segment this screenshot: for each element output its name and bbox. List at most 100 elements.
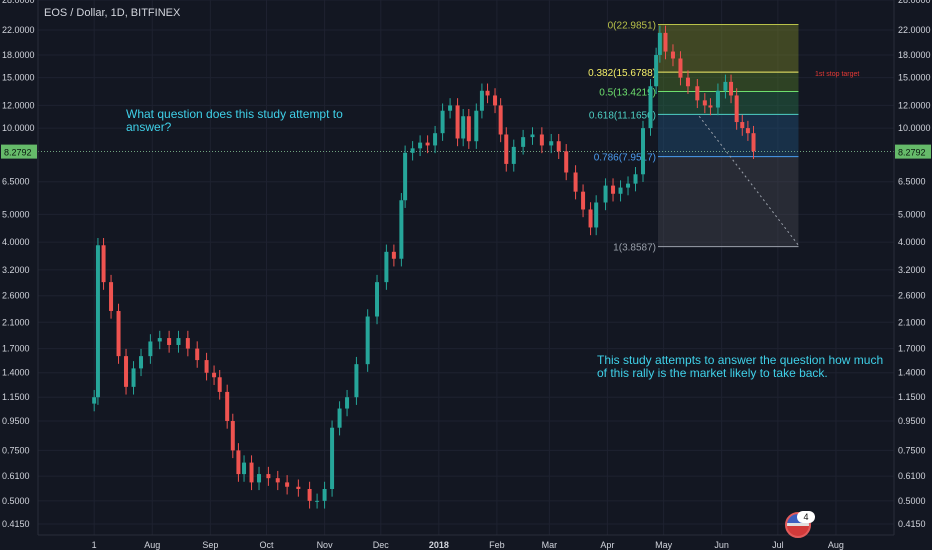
fib-level-label: 0(22.9851) <box>608 21 656 32</box>
x-tick-label: Sep <box>202 540 218 550</box>
candle-body <box>131 368 136 387</box>
fib-level-label: 0.5(13.4219) <box>599 87 656 98</box>
fib-zone <box>657 156 799 247</box>
candle-body <box>708 105 713 108</box>
candle-body <box>204 360 209 373</box>
candle-body <box>729 81 734 96</box>
y-tick-label-left: 1.7000 <box>2 344 30 354</box>
y-tick-label-left: 3.2000 <box>2 265 30 275</box>
candle-body <box>685 77 690 87</box>
candle-body <box>485 90 490 96</box>
candle-body <box>257 474 262 483</box>
x-tick-label: Apr <box>600 540 614 550</box>
candle-body <box>418 142 423 149</box>
y-tick-label-left: 15.0000 <box>2 73 35 83</box>
y-tick-label-right: 0.6100 <box>898 471 926 481</box>
y-tick-label-left: 0.4150 <box>2 519 30 529</box>
candle-body <box>493 95 498 106</box>
candle-body <box>365 316 370 365</box>
candle-body <box>176 338 181 345</box>
y-tick-label-right: 2.1000 <box>898 317 926 327</box>
candle-body <box>626 183 631 188</box>
answer-annotation: This study attempts to answer the questi… <box>597 353 884 380</box>
candle-body <box>440 110 445 134</box>
candle-body <box>212 372 217 378</box>
candle-body <box>375 282 380 317</box>
candle-body <box>448 105 453 111</box>
x-tick-label: Jun <box>714 540 729 550</box>
x-tick-label: Nov <box>317 540 334 550</box>
candle-body <box>124 356 129 387</box>
candle-body <box>603 185 608 203</box>
candle-body <box>391 251 396 259</box>
candle-body <box>410 148 415 153</box>
y-tick-label-right: 28.0000 <box>898 0 931 5</box>
candle-body <box>641 128 646 175</box>
fib-level-label: 1(3.8587) <box>613 243 656 254</box>
y-tick-label-left: 1.1500 <box>2 392 30 402</box>
x-tick-label: 2018 <box>429 540 449 550</box>
candle-body <box>315 500 320 502</box>
y-tick-label-left: 12.0000 <box>2 100 35 110</box>
candle-body <box>345 397 350 409</box>
candle-body <box>236 450 241 475</box>
candle-body <box>230 420 235 451</box>
candle-body <box>751 133 756 152</box>
candle-body <box>588 209 593 228</box>
candle-body <box>657 32 662 55</box>
current-price-label: 8.2792 <box>4 148 32 158</box>
chart-title: EOS / Dollar, 1D, BITFINEX <box>44 7 181 19</box>
x-tick-label: Feb <box>489 540 505 550</box>
current-price-tag <box>895 144 931 159</box>
candle-body <box>618 187 623 194</box>
candle-body <box>242 462 247 475</box>
y-tick-label-right: 0.5000 <box>898 496 926 506</box>
candle-body <box>337 408 342 428</box>
candle-body <box>474 110 479 142</box>
y-tick-label-left: 1.4000 <box>2 368 30 378</box>
fib-retracement: 0(22.9851) 0.382(15.6788) 0.5(13.4219) 0.61… <box>38 21 894 254</box>
y-tick-label-left: 28.0000 <box>2 0 35 5</box>
candle-body <box>633 174 638 184</box>
y-tick-label-right: 18.0000 <box>898 50 931 60</box>
candle-body <box>139 356 144 369</box>
candle-body <box>185 338 190 349</box>
candle-body <box>734 95 739 123</box>
y-tick-label-left: 2.1000 <box>2 317 30 327</box>
candle-body <box>157 338 162 342</box>
candle-body <box>498 105 503 135</box>
candle-body <box>594 202 599 228</box>
candle-body <box>116 310 121 357</box>
x-tick-label: Mar <box>542 540 558 550</box>
y-tick-label-left: 0.6100 <box>2 471 30 481</box>
trend-line <box>698 115 799 246</box>
x-tick-label: Aug <box>144 540 160 550</box>
candle-body <box>425 142 430 146</box>
candle-body <box>109 282 114 311</box>
candle-body <box>581 191 586 210</box>
candle-body <box>455 105 460 139</box>
y-tick-label-left: 0.9500 <box>2 416 30 426</box>
candle-body <box>723 81 728 91</box>
question-annotation: What question does this study attempt to… <box>126 107 343 134</box>
candle-body <box>461 116 466 139</box>
y-tick-label-right: 3.2000 <box>898 265 926 275</box>
candlesticks <box>92 25 756 509</box>
fib-zone <box>657 72 799 92</box>
y-tick-label-right: 1.1500 <box>898 392 926 402</box>
candle-body <box>745 128 750 134</box>
candle-body <box>654 54 659 87</box>
fib-zone <box>657 91 799 115</box>
y-tick-label-right: 1.7000 <box>898 344 926 354</box>
candle-body <box>322 488 327 501</box>
fib-level-label: 0.618(11.1650) <box>589 110 656 121</box>
candle-body <box>275 478 280 483</box>
y-tick-label-right: 5.0000 <box>898 209 926 219</box>
y-tick-label-left: 6.5000 <box>2 177 30 187</box>
fib-level-label: 0.382(15.6788) <box>588 68 656 79</box>
y-tick-label-left: 18.0000 <box>2 50 35 60</box>
candle-body <box>663 32 668 52</box>
x-tick-label: May <box>655 540 673 550</box>
y-tick-label-right: 0.4150 <box>898 519 926 529</box>
